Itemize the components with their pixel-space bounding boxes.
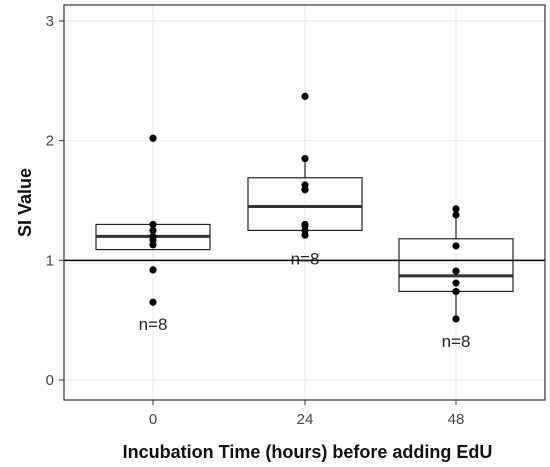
data-point-48 [452,315,460,323]
n-label-0: n=8 [139,315,168,334]
data-point-48 [452,242,460,250]
sample-size-labels: n=8 n=8 n=8 [139,249,471,351]
data-point-0 [149,220,157,229]
y-tick-label: 2 [46,133,54,150]
n-label-24: n=8 [291,249,320,268]
x-tick-label: 24 [297,411,314,428]
data-points [149,92,460,323]
data-point-48 [452,205,460,213]
data-point-0 [149,266,157,274]
x-tick-label: 48 [448,411,465,428]
data-point-48 [452,279,460,287]
x-axis: 0 24 48 [149,400,465,428]
data-point-24 [301,186,309,194]
data-point-48 [452,267,460,275]
data-point-0 [149,226,157,235]
y-tick-label: 1 [46,252,54,269]
data-point-24 [301,155,309,163]
data-point-48 [452,287,460,296]
data-point-48 [452,211,460,219]
y-tick-label: 3 [46,13,54,30]
x-axis-title: Incubation Time (hours) before adding Ed… [123,442,493,462]
y-axis: 0 1 2 3 [46,13,64,389]
y-axis-title: SI Value [15,168,35,237]
data-point-0 [149,134,157,142]
data-point-24 [301,231,309,239]
data-point-0 [149,298,157,306]
x-tick-label: 0 [149,411,157,428]
data-point-0 [149,241,157,249]
data-point-24 [301,92,309,100]
y-tick-label: 0 [46,372,54,389]
n-label-48: n=8 [442,332,471,351]
